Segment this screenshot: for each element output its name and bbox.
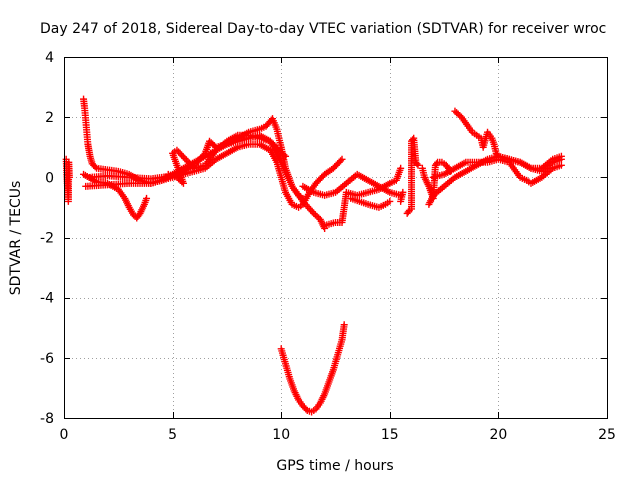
data-point	[175, 148, 183, 156]
data-point	[386, 197, 394, 205]
series-arc-8	[347, 194, 394, 211]
data-point	[338, 155, 346, 163]
x-axis-title: GPS time / hours	[276, 458, 393, 474]
data-point	[557, 152, 565, 160]
data-point	[302, 405, 310, 413]
series-arc-14	[451, 107, 565, 172]
x-tick-label: 25	[598, 427, 616, 443]
x-tick-label: 15	[381, 427, 399, 443]
series-arc-9	[397, 188, 407, 205]
y-tick-labels: -8 -6 -4 -2 0 2 4	[40, 50, 54, 427]
data-point	[178, 151, 186, 159]
data-point	[413, 160, 421, 168]
data-point	[399, 188, 407, 196]
x-tick-labels: 0 5 10 15 20 25	[60, 427, 616, 443]
grid	[64, 57, 607, 418]
y-tick-label: 4	[45, 50, 54, 66]
x-tick-label: 5	[168, 427, 177, 443]
series-arc-7	[321, 164, 405, 229]
data-point	[181, 154, 189, 162]
y-tick-label: -6	[40, 351, 54, 367]
data-point	[397, 164, 405, 172]
data-point	[282, 152, 290, 160]
data-point	[65, 173, 73, 181]
data-point	[340, 321, 348, 329]
data-point	[179, 153, 187, 161]
data-point	[143, 194, 151, 202]
y-tick-label: -8	[40, 411, 54, 427]
series-arc-5	[164, 131, 290, 187]
x-tick-label: 20	[489, 427, 507, 443]
series-dip	[277, 321, 348, 416]
data-point	[557, 161, 565, 169]
series-arc-6	[299, 170, 405, 199]
data-points	[62, 95, 565, 416]
y-tick-label: -2	[40, 231, 54, 247]
y-tick-label: 2	[45, 110, 54, 126]
x-tick-label: 10	[272, 427, 290, 443]
data-point	[337, 157, 345, 165]
y-tick-label: 0	[45, 170, 54, 186]
chart-title: Day 247 of 2018, Sidereal Day-to-day VTE…	[40, 21, 606, 37]
data-point	[280, 151, 288, 159]
data-point	[432, 160, 440, 168]
y-tick-label: -4	[40, 291, 54, 307]
data-point	[414, 161, 422, 169]
x-tick-label: 0	[60, 427, 69, 443]
plot-frame	[64, 57, 608, 419]
data-point	[91, 163, 99, 171]
series-arc-10	[403, 134, 422, 217]
y-axis-title: SDTVAR / TECUs	[8, 181, 24, 296]
